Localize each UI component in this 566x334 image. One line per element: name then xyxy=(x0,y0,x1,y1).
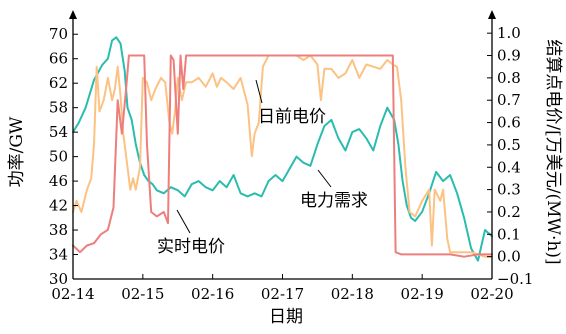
x-axis-label: 日期 xyxy=(269,307,303,327)
y-right-tick-label: 0.2 xyxy=(497,203,521,221)
y-right-tick-label: −0.1 xyxy=(497,270,533,288)
y-right-tick-label: 0.8 xyxy=(497,69,521,87)
y-right-tick-label: 0.4 xyxy=(497,158,521,176)
x-tick-label: 02-16 xyxy=(191,285,234,303)
y-left-tick-label: 54 xyxy=(49,123,68,141)
y-left-tick-label: 58 xyxy=(49,99,68,117)
annotation-leader-realtime xyxy=(176,209,191,234)
series-lines xyxy=(72,36,493,262)
y-left-tick-label: 38 xyxy=(49,221,68,239)
x-tick-label: 02-20 xyxy=(470,285,513,303)
annotation-demand: 电力需求 xyxy=(300,191,368,211)
y-left-tick-label: 50 xyxy=(49,148,68,166)
y-axis-left-label: 功率/GW xyxy=(7,116,27,187)
y-right-tick-label: 1.0 xyxy=(497,24,521,42)
series-line-0 xyxy=(72,36,493,262)
x-tick-label: 02-18 xyxy=(331,285,374,303)
x-tick-label: 02-14 xyxy=(51,285,94,303)
y-right-tick-label: 0.9 xyxy=(497,47,521,65)
series-line-2 xyxy=(72,54,493,258)
axes xyxy=(69,10,496,280)
y-right-tick-label: 0.1 xyxy=(497,225,521,243)
y-left-tick-label: 42 xyxy=(49,197,68,215)
annotation-day-ahead: 日前电价 xyxy=(258,107,326,127)
annotation-leader-day-ahead xyxy=(255,79,263,104)
y-left-tick-label: 34 xyxy=(49,246,68,264)
y-right-tick-label: 0.0 xyxy=(497,248,521,266)
y-right-tick-label: 0.3 xyxy=(497,181,521,199)
y-axis-right-label: 结算点电价/[万美元/(MW·h)] xyxy=(543,39,563,264)
y-left-tick-label: 46 xyxy=(49,172,68,190)
x-tick-label: 02-19 xyxy=(401,285,444,303)
x-tick-label: 02-17 xyxy=(261,285,304,303)
y-right-tick-label: 0.7 xyxy=(497,91,521,109)
y-right-tick-label: 0.5 xyxy=(497,136,521,154)
annotation-leader-demand xyxy=(317,169,332,188)
annotation-realtime: 实时电价 xyxy=(157,237,225,257)
y-right-tick-label: 0.6 xyxy=(497,114,521,132)
y-left-tick-label: 30 xyxy=(49,270,68,288)
y-left-tick-label: 66 xyxy=(49,50,68,68)
y-axis-right-arrow xyxy=(488,10,496,19)
x-tick-label: 02-15 xyxy=(121,285,164,303)
tick-labels: 02-14 02-15 02-16 02-17 02-18 02-19 02-20 30 34 3… xyxy=(49,24,534,303)
y-left-tick-label: 62 xyxy=(49,74,68,92)
series-line-1 xyxy=(72,54,493,258)
y-left-tick-label: 70 xyxy=(49,25,68,43)
y-axis-left-arrow xyxy=(69,10,77,19)
